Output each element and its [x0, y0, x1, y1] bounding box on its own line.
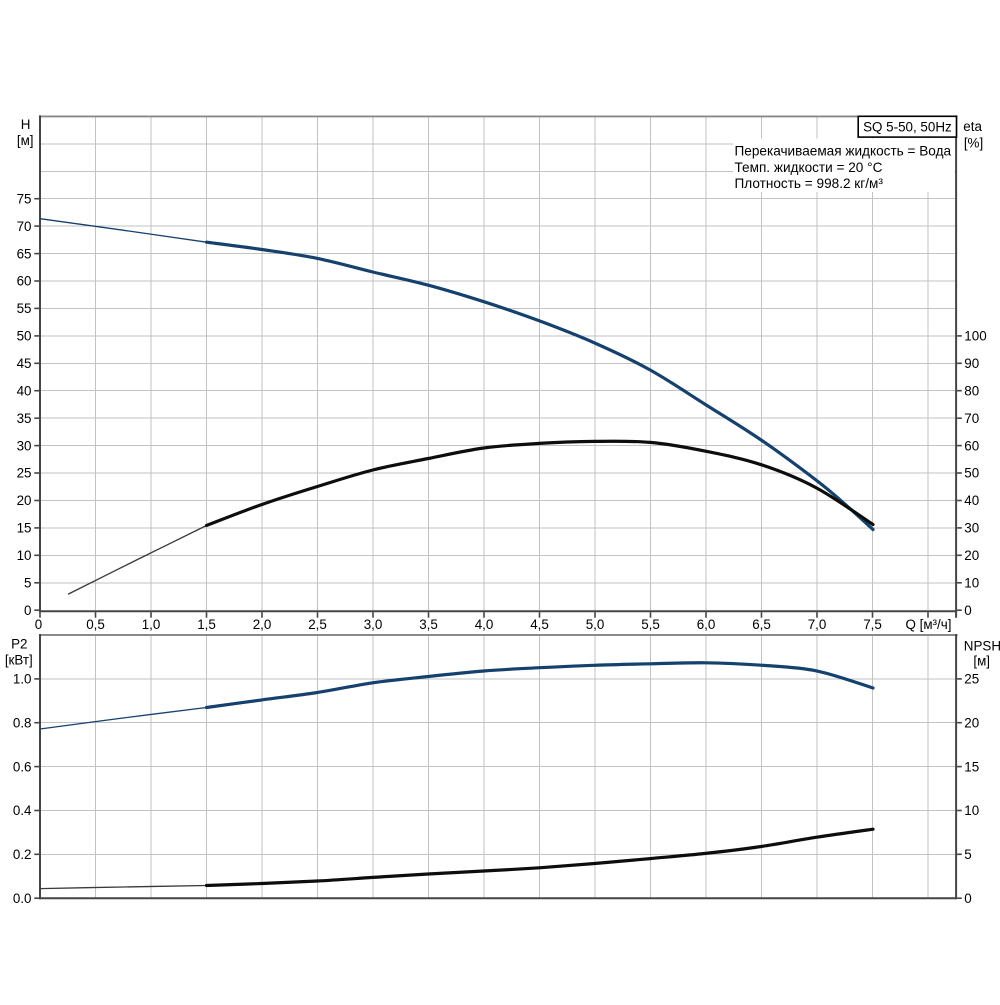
svg-text:4,5: 4,5: [530, 617, 549, 632]
svg-text:5,5: 5,5: [641, 617, 660, 632]
svg-text:5: 5: [24, 576, 31, 591]
svg-text:0.0: 0.0: [13, 891, 32, 906]
svg-text:0.2: 0.2: [13, 847, 32, 862]
svg-text:7,0: 7,0: [808, 617, 827, 632]
svg-text:15: 15: [17, 521, 32, 536]
svg-text:0,5: 0,5: [86, 617, 105, 632]
svg-text:1,5: 1,5: [197, 617, 216, 632]
svg-text:10: 10: [17, 548, 32, 563]
svg-text:10: 10: [964, 576, 979, 591]
svg-text:4,0: 4,0: [475, 617, 494, 632]
svg-text:[м]: [м]: [17, 133, 34, 148]
svg-text:1.0: 1.0: [13, 672, 32, 687]
svg-text:65: 65: [17, 246, 32, 261]
svg-text:Темп. жидкости = 20 °C: Темп. жидкости = 20 °C: [735, 160, 883, 175]
svg-text:[кВт]: [кВт]: [5, 652, 33, 667]
svg-text:50: 50: [964, 466, 979, 481]
svg-text:0.6: 0.6: [13, 759, 32, 774]
svg-text:50: 50: [17, 329, 32, 344]
svg-text:40: 40: [17, 383, 32, 398]
svg-text:2,5: 2,5: [308, 617, 327, 632]
svg-text:75: 75: [17, 191, 32, 206]
svg-text:[%]: [%]: [964, 136, 983, 151]
svg-text:80: 80: [964, 383, 979, 398]
svg-text:40: 40: [964, 493, 979, 508]
svg-text:0: 0: [24, 603, 31, 618]
svg-text:90: 90: [964, 356, 979, 371]
svg-text:0: 0: [35, 617, 42, 632]
svg-text:20: 20: [964, 548, 979, 563]
svg-text:70: 70: [17, 219, 32, 234]
svg-text:2,0: 2,0: [253, 617, 272, 632]
svg-text:Q [м³/ч]: Q [м³/ч]: [906, 617, 952, 632]
svg-text:0: 0: [964, 603, 971, 618]
svg-text:20: 20: [964, 715, 979, 730]
svg-text:1,0: 1,0: [142, 617, 161, 632]
svg-text:25: 25: [17, 466, 32, 481]
svg-text:Плотность = 998.2 кг/м³: Плотность = 998.2 кг/м³: [735, 176, 884, 191]
svg-text:7,5: 7,5: [863, 617, 882, 632]
svg-text:3,0: 3,0: [364, 617, 383, 632]
svg-text:10: 10: [964, 803, 979, 818]
svg-text:15: 15: [964, 759, 979, 774]
svg-text:NPSH: NPSH: [964, 638, 1000, 653]
svg-text:25: 25: [964, 672, 979, 687]
svg-text:eta: eta: [963, 119, 982, 134]
svg-text:Перекачиваемая жидкость = Вода: Перекачиваемая жидкость = Вода: [735, 144, 952, 159]
svg-text:45: 45: [17, 356, 32, 371]
svg-text:20: 20: [17, 493, 32, 508]
svg-text:0.4: 0.4: [13, 803, 32, 818]
svg-text:[м]: [м]: [973, 653, 990, 668]
svg-text:60: 60: [17, 274, 32, 289]
svg-text:35: 35: [17, 411, 32, 426]
svg-text:55: 55: [17, 301, 32, 316]
svg-text:5,0: 5,0: [586, 617, 605, 632]
svg-text:0.8: 0.8: [13, 715, 32, 730]
svg-text:0: 0: [964, 891, 971, 906]
svg-text:3,5: 3,5: [419, 617, 438, 632]
svg-text:60: 60: [964, 438, 979, 453]
svg-text:100: 100: [964, 329, 986, 344]
svg-text:30: 30: [17, 438, 32, 453]
svg-text:30: 30: [964, 521, 979, 536]
svg-text:5: 5: [964, 847, 971, 862]
svg-text:6,5: 6,5: [752, 617, 771, 632]
svg-text:70: 70: [964, 411, 979, 426]
svg-text:SQ 5-50, 50Hz: SQ 5-50, 50Hz: [863, 119, 952, 134]
svg-text:H: H: [21, 117, 31, 132]
svg-text:6,0: 6,0: [697, 617, 716, 632]
svg-text:P2: P2: [11, 636, 27, 651]
